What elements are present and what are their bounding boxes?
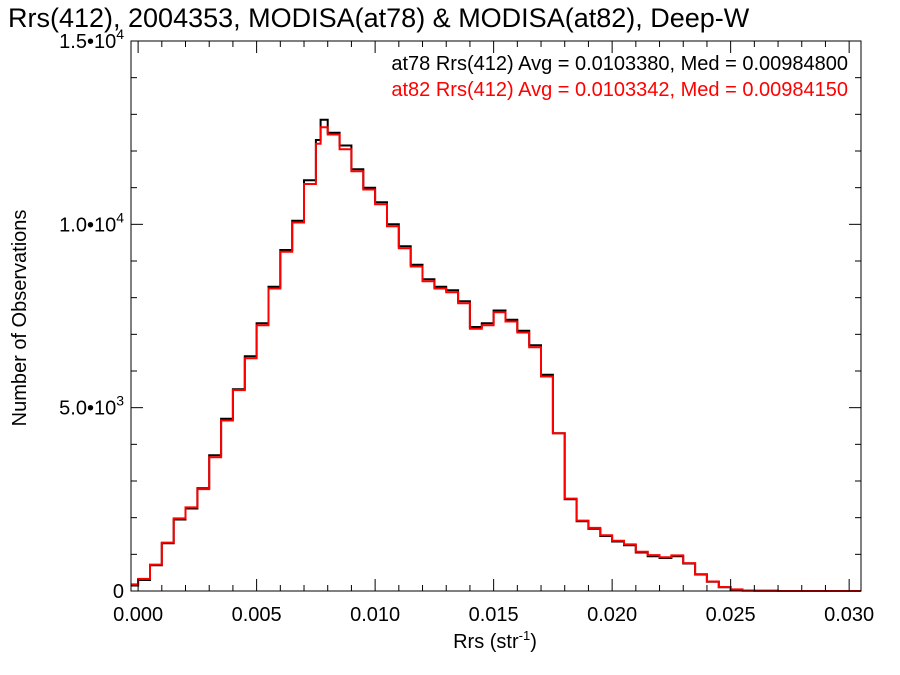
series-line-at82 [131, 126, 861, 592]
annotation-at78-stats: at78 Rrs(412) Avg = 0.0103380, Med = 0.0… [391, 53, 848, 75]
x-tick-label-6: 0.030 [824, 604, 874, 626]
annotation-group: at78 Rrs(412) Avg = 0.0103380, Med = 0.0… [391, 53, 848, 101]
series-line-at78 [131, 118, 861, 592]
x-tick-label-1: 0.005 [232, 604, 282, 626]
x-axis-label-close: ) [530, 631, 537, 653]
axes-group: 0.000 0.005 0.010 0.015 0.020 0.025 0.030 0 5.0•… [59, 26, 874, 626]
x-tick-label-2: 0.010 [350, 604, 400, 626]
x-tick-label-0: 0.000 [113, 604, 163, 626]
chart-title: Rrs(412), 2004353, MODISA(at78) & MODISA… [8, 3, 750, 33]
y-axis-label: Number of Observations [9, 210, 31, 427]
y-tick-label-2: 1.0•104 [59, 209, 124, 236]
x-tick-label-5: 0.025 [706, 604, 756, 626]
x-tick-label-3: 0.015 [469, 604, 519, 626]
y-tick-label-1: 5.0•103 [59, 393, 124, 420]
annotation-at82-stats: at82 Rrs(412) Avg = 0.0103342, Med = 0.0… [391, 79, 848, 101]
y-tick-label-3: 1.5•104 [59, 26, 124, 53]
plot-frame [130, 40, 862, 592]
x-axis-label-text: Rrs (str [453, 631, 519, 653]
x-axis-label: Rrs (str-1) [453, 628, 537, 653]
y-tick-label-0: 0 [113, 581, 124, 603]
x-axis-label-exponent: -1 [519, 628, 531, 643]
series-group [131, 118, 861, 592]
x-tick-label-4: 0.020 [587, 604, 637, 626]
